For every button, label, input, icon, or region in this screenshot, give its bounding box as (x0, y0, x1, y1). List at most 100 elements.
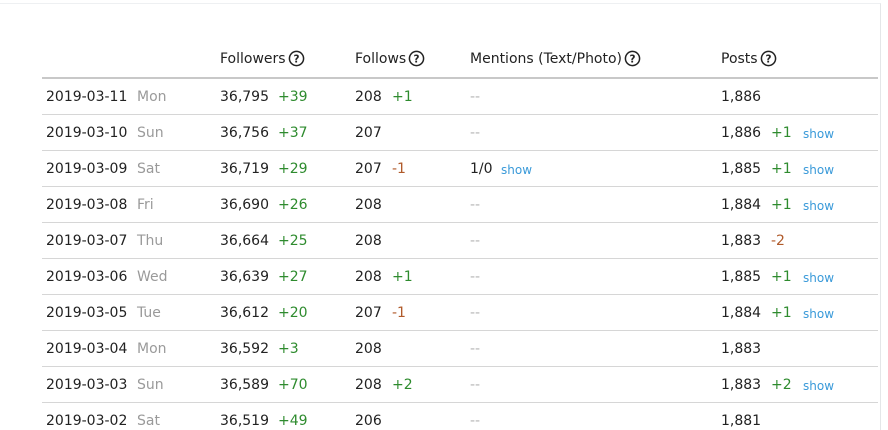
date: 2019-03-09 (46, 161, 128, 177)
posts: 1,884 (721, 197, 762, 213)
help-icon[interactable]: ? (624, 50, 641, 67)
row-rule (42, 114, 878, 115)
header-posts: Posts? (721, 50, 777, 67)
card (0, 3, 881, 430)
followers-change: +3 (278, 341, 299, 357)
posts: 1,881 (721, 413, 762, 429)
weekday: Wed (137, 269, 168, 285)
posts-change: +1 (771, 305, 792, 321)
followers-change: +39 (278, 89, 308, 105)
show-link[interactable]: show (803, 379, 835, 393)
row-rule (42, 402, 878, 403)
followers-change: +25 (278, 233, 308, 249)
row-rule (42, 150, 878, 151)
header-follows: Follows? (355, 50, 425, 67)
row-rule (42, 222, 878, 223)
header-followers: Followers? (220, 50, 305, 67)
followers: 36,690 (220, 197, 269, 213)
followers-change: +29 (278, 161, 308, 177)
date: 2019-03-07 (46, 233, 128, 249)
svg-text:?: ? (293, 53, 299, 65)
followers: 36,639 (220, 269, 269, 285)
help-icon[interactable]: ? (288, 50, 305, 67)
follows-change: -1 (392, 305, 406, 321)
follows-change: +2 (392, 377, 413, 393)
header-rule (42, 77, 878, 79)
posts-change: +1 (771, 269, 792, 285)
date: 2019-03-08 (46, 197, 128, 213)
svg-text:?: ? (630, 53, 636, 65)
followers: 36,795 (220, 89, 269, 105)
row-rule (42, 330, 878, 331)
mentions: -- (470, 233, 481, 249)
weekday: Fri (137, 197, 154, 213)
posts: 1,883 (721, 341, 762, 357)
follows: 208 (355, 377, 382, 393)
mentions: -- (470, 341, 481, 357)
followers-change: +70 (278, 377, 308, 393)
svg-text:?: ? (765, 53, 771, 65)
weekday: Sat (137, 161, 160, 177)
show-link[interactable]: show (803, 199, 835, 213)
follows: 207 (355, 305, 382, 321)
followers-change: +26 (278, 197, 308, 213)
mentions: 1/0 (470, 161, 493, 177)
header-text: Follows (355, 50, 407, 67)
followers: 36,592 (220, 341, 269, 357)
weekday: Thu (137, 233, 164, 249)
weekday: Mon (137, 89, 167, 105)
header-text: Followers (220, 50, 286, 67)
follows: 207 (355, 125, 382, 141)
mentions: -- (470, 125, 481, 141)
show-link[interactable]: show (803, 307, 835, 321)
date: 2019-03-03 (46, 377, 128, 393)
followers-change: +20 (278, 305, 308, 321)
follows-change: +1 (392, 269, 413, 285)
follows-change: -1 (392, 161, 406, 177)
follows: 208 (355, 269, 382, 285)
weekday: Sun (137, 377, 164, 393)
mentions: -- (470, 413, 481, 429)
show-link[interactable]: show (803, 127, 835, 141)
weekday: Tue (137, 305, 161, 321)
svg-text:?: ? (414, 53, 420, 65)
posts-change: +2 (771, 377, 792, 393)
header-text: Mentions (Text/Photo) (470, 50, 623, 67)
show-link[interactable]: show (803, 271, 835, 285)
date: 2019-03-06 (46, 269, 128, 285)
mentions: -- (470, 89, 481, 105)
date: 2019-03-10 (46, 125, 128, 141)
followers-change: +27 (278, 269, 308, 285)
posts-change: +1 (771, 161, 792, 177)
help-icon[interactable]: ? (760, 50, 777, 67)
header-mentions: Mentions (Text/Photo)? (470, 50, 641, 67)
followers: 36,612 (220, 305, 269, 321)
help-icon[interactable]: ? (408, 50, 425, 67)
posts: 1,885 (721, 161, 762, 177)
date: 2019-03-05 (46, 305, 128, 321)
row-rule (42, 294, 878, 295)
follows: 208 (355, 197, 382, 213)
posts: 1,883 (721, 377, 762, 393)
weekday: Sun (137, 125, 164, 141)
posts: 1,883 (721, 233, 762, 249)
date: 2019-03-11 (46, 89, 128, 105)
followers-change: +37 (278, 125, 308, 141)
weekday: Mon (137, 341, 167, 357)
followers: 36,756 (220, 125, 269, 141)
followers: 36,664 (220, 233, 269, 249)
follows: 206 (355, 413, 382, 429)
posts: 1,885 (721, 269, 762, 285)
posts-change: -2 (771, 233, 785, 249)
mentions: -- (470, 305, 481, 321)
followers-change: +49 (278, 413, 308, 429)
show-link[interactable]: show (803, 163, 835, 177)
row-rule (42, 258, 878, 259)
follows: 208 (355, 89, 382, 105)
date: 2019-03-04 (46, 341, 128, 357)
posts: 1,886 (721, 89, 762, 105)
posts: 1,886 (721, 125, 762, 141)
show-link[interactable]: show (501, 163, 533, 177)
mentions: -- (470, 197, 481, 213)
